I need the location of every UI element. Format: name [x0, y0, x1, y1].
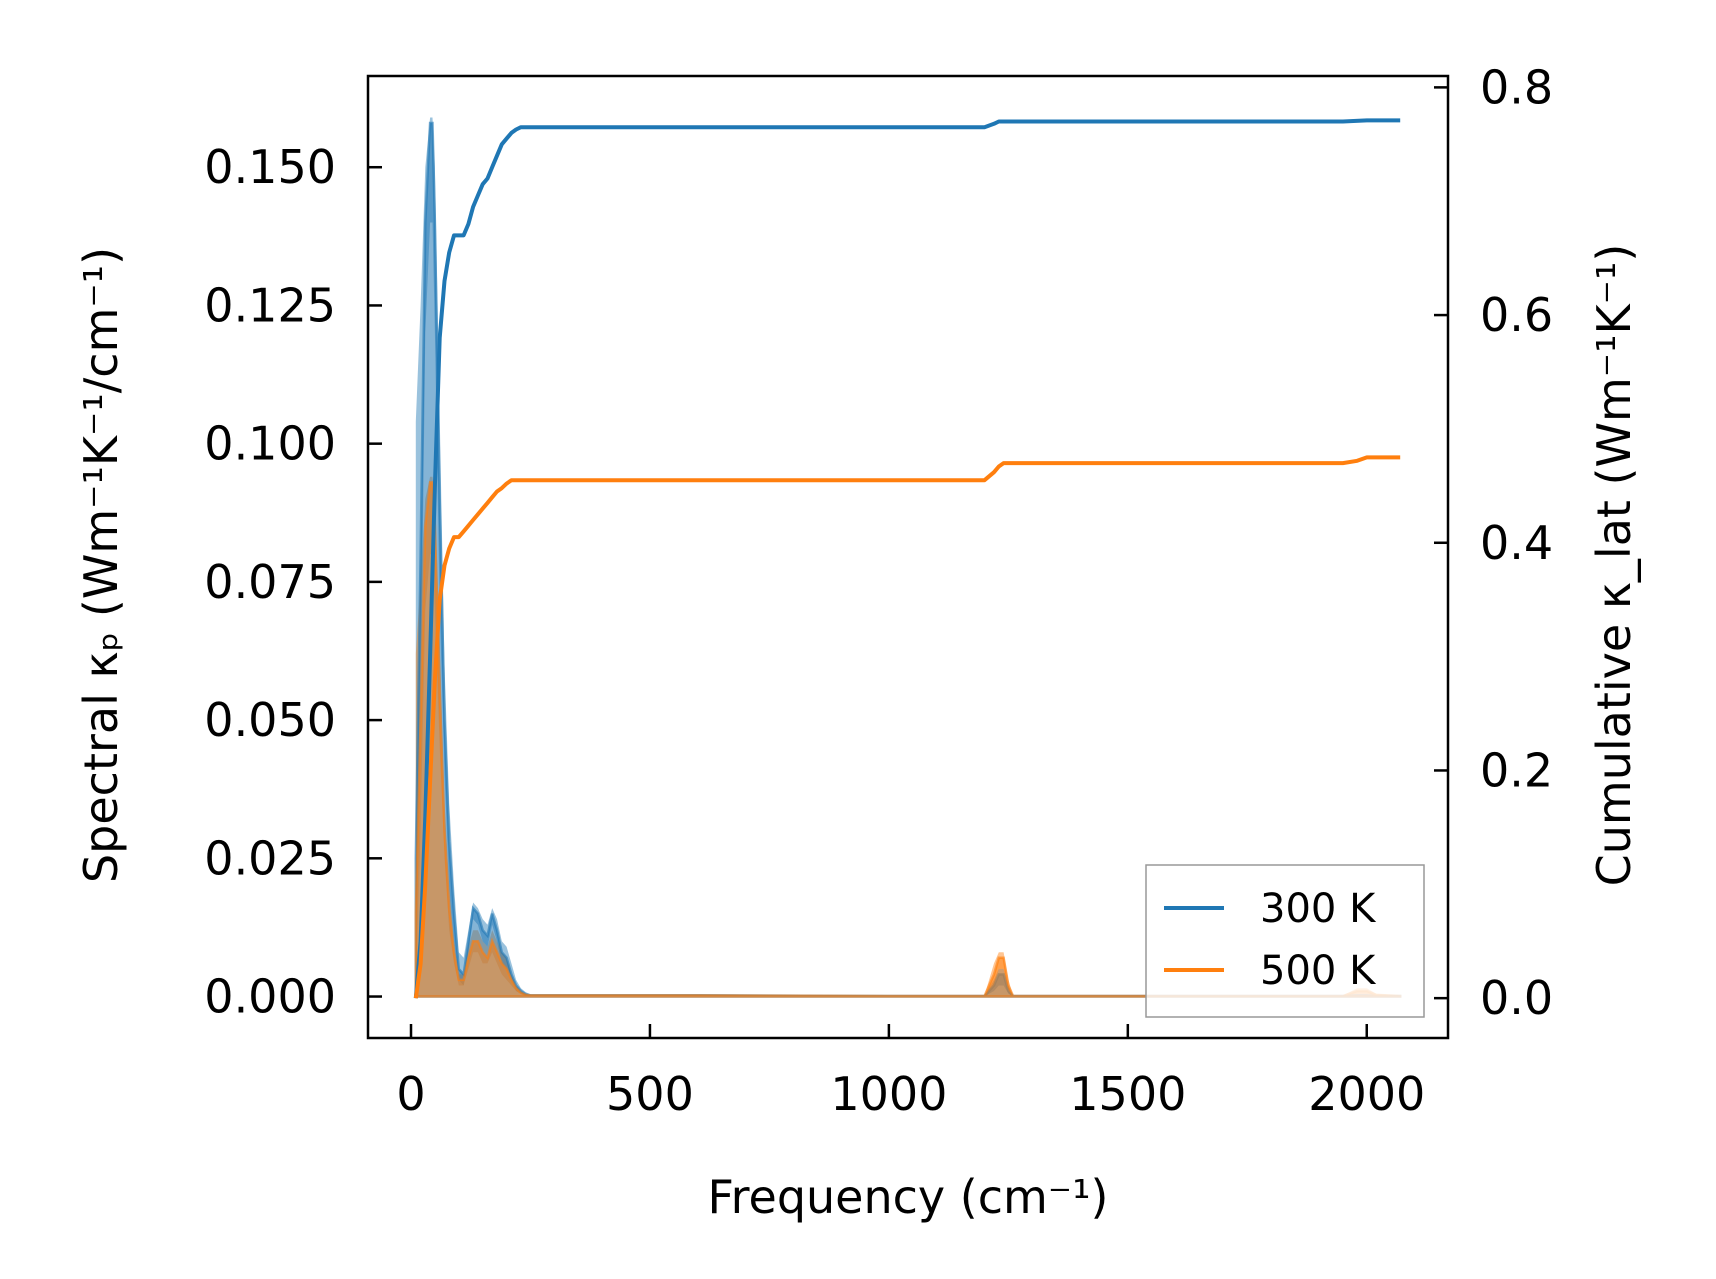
legend: 300 K 500 K	[1145, 864, 1425, 1018]
legend-box	[1145, 864, 1425, 1018]
y-left-tick-label: 0.050	[204, 693, 336, 747]
y-left-tick-label: 0.150	[204, 140, 336, 194]
y-left-tick-label: 0.125	[204, 278, 336, 332]
legend-label-500k: 500 K	[1260, 948, 1377, 994]
legend-label-300k: 300 K	[1260, 886, 1377, 932]
y-right-tick-label: 0.2	[1480, 743, 1553, 797]
x-tick-label: 1000	[830, 1067, 947, 1121]
x-tick-label: 1500	[1069, 1067, 1186, 1121]
cumulative-lines	[413, 118, 1401, 999]
y-left-tick-label: 0.025	[204, 831, 336, 885]
plot-frame	[366, 74, 1450, 1040]
y-right-tick-label: 0.8	[1480, 60, 1553, 114]
cumulative-line-500k	[413, 455, 1401, 999]
spectral-lines	[414, 121, 1402, 998]
y-left-axis-ticks: 0.000 0.025 0.050 0.075 0.100 0.125 0.150	[204, 140, 382, 1024]
y-left-tick-label: 0.075	[204, 555, 336, 609]
y-left-tick-label: 0.000	[204, 970, 336, 1024]
y-left-axis-label: Spectral κₚ (Wm⁻¹K⁻¹/cm⁻¹)	[74, 247, 128, 883]
x-axis-ticks: 0 500 1000 1500 2000	[396, 1024, 1425, 1121]
x-axis-label: Frequency (cm⁻¹)	[708, 1170, 1109, 1224]
y-right-tick-label: 0.4	[1480, 516, 1553, 570]
y-right-tick-label: 0.6	[1480, 288, 1553, 342]
y-right-tick-label: 0.0	[1480, 971, 1553, 1025]
y-right-axis-label: Cumulative κ_lat (Wm⁻¹K⁻¹)	[1587, 244, 1641, 887]
y-left-tick-label: 0.100	[204, 417, 336, 471]
x-tick-label: 0	[396, 1067, 425, 1121]
y-right-axis-ticks: 0.0 0.2 0.4 0.6 0.8	[1434, 60, 1553, 1025]
x-tick-label: 2000	[1308, 1067, 1425, 1121]
x-tick-label: 500	[606, 1067, 694, 1121]
spectral-area-500k	[414, 481, 1402, 998]
cumulative-line-300k	[413, 118, 1401, 999]
